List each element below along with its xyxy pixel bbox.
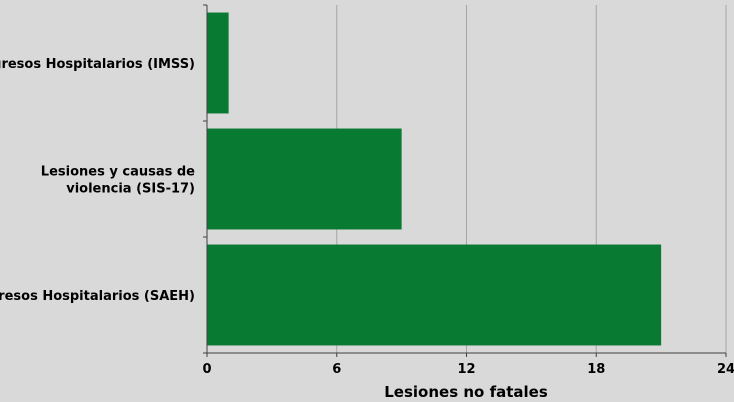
category-label-0: Egresos Hospitalarios (IMSS) (0, 57, 195, 72)
category-label-1: Lesiones y causas de violencia (SIS-17) (41, 165, 195, 197)
x-tick-label-0: 0 (202, 362, 211, 377)
category-labels: Egresos Hospitalarios (IMSS) Lesiones y c… (0, 57, 195, 304)
bar-0 (207, 12, 229, 114)
x-tick-label-3: 18 (587, 362, 605, 377)
x-axis-title: Lesiones no fatales (384, 383, 548, 401)
x-tick-label-4: 24 (717, 362, 734, 377)
x-tick-label-1: 6 (332, 362, 341, 377)
category-label-2: Egresos Hospitalarios (SAEH) (0, 289, 195, 304)
bars (207, 12, 662, 346)
bar-1 (207, 128, 402, 230)
axes (203, 4, 727, 357)
tick-labels: 0 6 12 18 24 (202, 362, 734, 377)
bar-2 (207, 244, 662, 346)
x-tick-label-2: 12 (457, 362, 475, 377)
